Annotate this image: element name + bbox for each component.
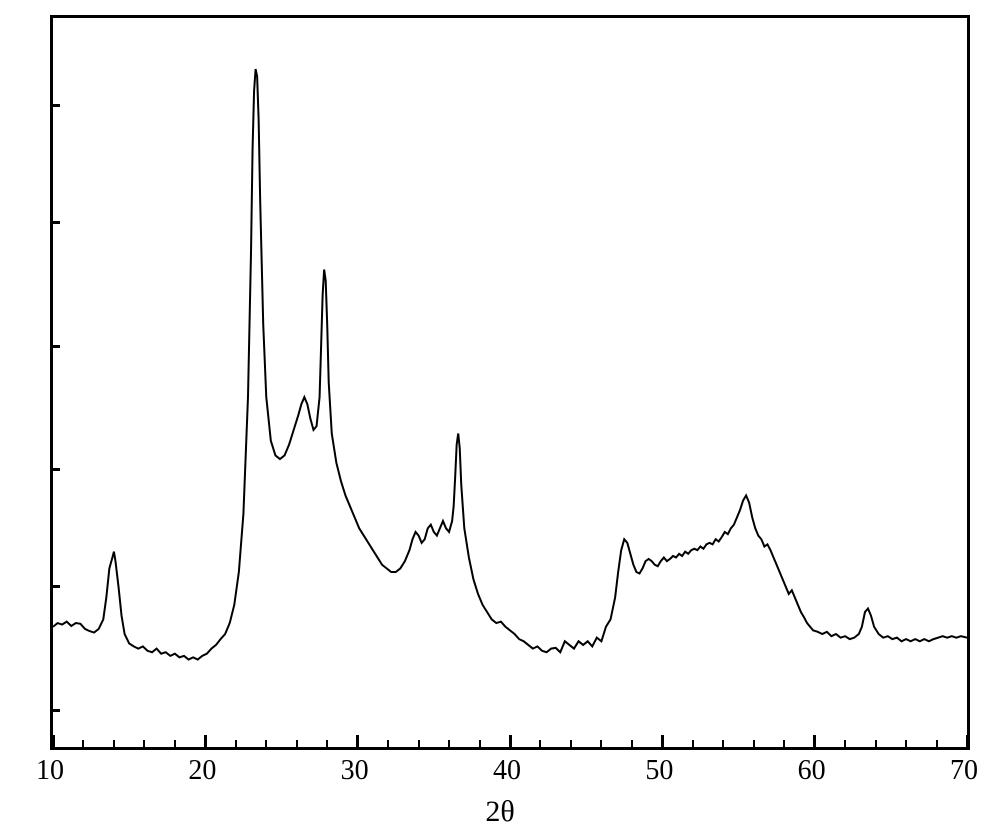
x-tick-label: 70 bbox=[950, 755, 978, 787]
y-tick-left bbox=[53, 585, 60, 588]
xrd-pattern-line bbox=[53, 18, 967, 747]
y-tick-left bbox=[53, 104, 60, 107]
x-tick-minor bbox=[235, 740, 237, 747]
x-tick-minor bbox=[113, 740, 115, 747]
x-tick-major bbox=[509, 735, 512, 747]
x-tick-label: 50 bbox=[645, 755, 673, 787]
x-tick-minor bbox=[143, 740, 145, 747]
y-tick-left bbox=[53, 468, 60, 471]
x-tick-minor bbox=[692, 740, 694, 747]
x-tick-minor bbox=[265, 740, 267, 747]
x-tick-minor bbox=[722, 740, 724, 747]
x-tick-label: 60 bbox=[798, 755, 826, 787]
x-axis-label: 2θ bbox=[485, 795, 514, 829]
x-tick-minor bbox=[631, 740, 633, 747]
x-tick-major bbox=[356, 735, 359, 747]
x-tick-major bbox=[813, 735, 816, 747]
x-tick-minor bbox=[174, 740, 176, 747]
x-tick-label: 40 bbox=[493, 755, 521, 787]
x-tick-minor bbox=[326, 740, 328, 747]
x-tick-minor bbox=[82, 740, 84, 747]
x-tick-minor bbox=[387, 740, 389, 747]
x-tick-minor bbox=[844, 740, 846, 747]
x-tick-minor bbox=[600, 740, 602, 747]
x-tick-major bbox=[661, 735, 664, 747]
x-tick-minor bbox=[448, 740, 450, 747]
x-tick-minor bbox=[479, 740, 481, 747]
x-tick-minor bbox=[296, 740, 298, 747]
x-tick-minor bbox=[875, 740, 877, 747]
x-tick-minor bbox=[783, 740, 785, 747]
x-tick-minor bbox=[418, 740, 420, 747]
x-tick-major bbox=[204, 735, 207, 747]
x-tick-minor bbox=[936, 740, 938, 747]
x-tick-minor bbox=[539, 740, 541, 747]
x-tick-label: 30 bbox=[341, 755, 369, 787]
y-tick-left bbox=[53, 709, 60, 712]
y-tick-left bbox=[53, 221, 60, 224]
x-tick-minor bbox=[570, 740, 572, 747]
x-tick-minor bbox=[905, 740, 907, 747]
x-tick-label: 20 bbox=[188, 755, 216, 787]
x-tick-major bbox=[52, 735, 55, 747]
x-tick-minor bbox=[753, 740, 755, 747]
y-tick-left bbox=[53, 345, 60, 348]
x-tick-major bbox=[966, 735, 969, 747]
xrd-chart: 10 20 30 40 50 60 70 2θ bbox=[0, 0, 1000, 833]
x-tick-label: 10 bbox=[36, 755, 64, 787]
plot-area bbox=[50, 15, 970, 750]
